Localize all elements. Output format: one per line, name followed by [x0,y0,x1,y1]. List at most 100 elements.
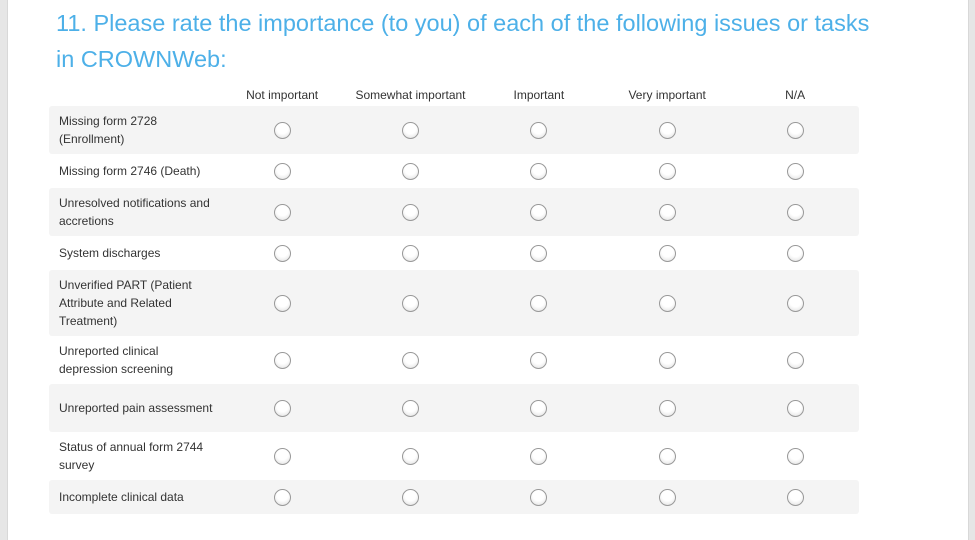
radio-important[interactable] [530,203,548,221]
option-cell [475,154,603,188]
option-cell [474,188,604,236]
radio-very-important[interactable] [658,351,676,369]
option-cell [603,188,732,236]
radio-not-important[interactable] [273,244,291,262]
option-cell [603,384,732,432]
radio-somewhat-important[interactable] [401,399,419,417]
radio-somewhat-important[interactable] [401,121,419,139]
radio-important[interactable] [530,162,548,180]
option-cell [603,236,731,270]
row-label: Unresolved notifications and accretions [49,188,218,236]
table-row: Unverified PART (Patient Attribute and R… [49,270,859,336]
radio-very-important[interactable] [658,399,676,417]
option-cell [346,154,474,188]
option-cell [217,106,347,154]
radio-very-important[interactable] [658,488,676,506]
radio-important[interactable] [530,244,548,262]
radio-n-a[interactable] [786,447,804,465]
option-cell [475,236,603,270]
option-cell [346,384,475,432]
option-cell [731,384,859,432]
table-row: Incomplete clinical data [49,480,859,514]
table-row: System discharges [49,236,859,270]
radio-somewhat-important[interactable] [401,244,419,262]
option-cell [731,236,859,270]
option-cell [346,336,474,384]
option-cell [346,106,475,154]
option-cell [731,336,859,384]
radio-important[interactable] [530,447,548,465]
radio-very-important[interactable] [658,162,676,180]
option-cell [218,336,346,384]
option-cell [218,154,346,188]
radio-n-a[interactable] [786,488,804,506]
option-cell [603,480,732,514]
table-row: Missing form 2728 (Enrollment) [49,106,859,154]
option-cell [218,236,346,270]
row-label: Unreported pain assessment [49,384,218,432]
option-cell [346,432,474,480]
option-cell [346,270,475,336]
radio-not-important[interactable] [273,447,291,465]
radio-very-important[interactable] [658,121,676,139]
radio-not-important[interactable] [273,203,291,221]
radio-not-important[interactable] [273,162,291,180]
radio-important[interactable] [530,351,548,369]
radio-n-a[interactable] [786,244,804,262]
radio-very-important[interactable] [658,203,676,221]
table-row: Status of annual form 2744 survey [49,432,859,480]
radio-somewhat-important[interactable] [401,488,419,506]
option-cell [474,384,604,432]
radio-somewhat-important[interactable] [401,294,419,312]
option-cell [474,270,604,336]
option-cell [217,270,347,336]
radio-n-a[interactable] [786,399,804,417]
row-label: Missing form 2746 (Death) [59,164,201,178]
option-cell [731,480,859,514]
radio-somewhat-important[interactable] [401,447,419,465]
column-header: Somewhat important [355,88,466,102]
question-title: 11. Please rate the importance (to you) … [56,10,870,72]
row-label: Missing form 2728 (Enrollment) [49,106,218,154]
radio-very-important[interactable] [658,244,676,262]
option-cell [603,154,731,188]
radio-n-a[interactable] [786,162,804,180]
radio-very-important[interactable] [658,447,676,465]
row-label: Status of annual form 2744 survey [59,440,204,472]
table-row: Unreported clinical depression screening [49,336,859,384]
radio-important[interactable] [530,399,548,417]
option-cell [474,480,604,514]
option-cell [475,336,603,384]
option-cell [217,480,347,514]
radio-important[interactable] [530,294,548,312]
radio-n-a[interactable] [786,351,804,369]
option-cell [731,154,859,188]
option-cell [731,270,859,336]
radio-n-a[interactable] [786,121,804,139]
column-header: Important [513,88,565,102]
radio-important[interactable] [530,488,548,506]
radio-somewhat-important[interactable] [401,203,419,221]
radio-somewhat-important[interactable] [401,162,419,180]
radio-important[interactable] [530,121,548,139]
column-header: Very important [628,88,706,102]
radio-n-a[interactable] [786,203,804,221]
radio-not-important[interactable] [273,488,291,506]
option-cell [346,236,474,270]
table-row: Unresolved notifications and accretions [49,188,859,236]
radio-not-important[interactable] [273,351,291,369]
option-cell [603,270,732,336]
row-label: Unreported clinical depression screening [59,344,174,376]
radio-very-important[interactable] [658,294,676,312]
radio-somewhat-important[interactable] [401,351,419,369]
radio-n-a[interactable] [786,294,804,312]
header-spacer [49,84,218,106]
radio-not-important[interactable] [273,399,291,417]
option-cell [603,106,732,154]
option-cell [474,106,604,154]
row-label: System discharges [59,246,161,260]
radio-not-important[interactable] [273,294,291,312]
radio-not-important[interactable] [273,121,291,139]
row-label: Unverified PART (Patient Attribute and R… [49,270,218,336]
option-cell [346,480,475,514]
